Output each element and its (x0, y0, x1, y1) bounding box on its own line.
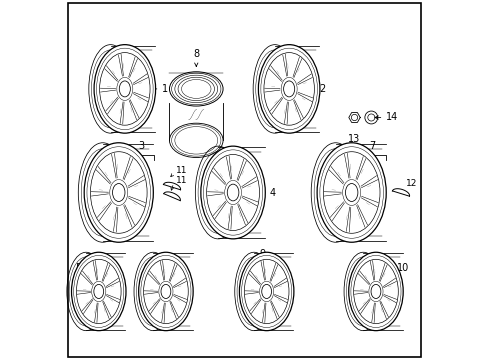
Text: 9: 9 (259, 249, 264, 259)
Ellipse shape (94, 45, 155, 133)
Text: 6: 6 (143, 262, 149, 273)
Ellipse shape (119, 81, 130, 97)
Text: 13: 13 (347, 134, 360, 144)
Ellipse shape (94, 284, 103, 298)
Ellipse shape (139, 252, 193, 330)
Ellipse shape (345, 184, 357, 202)
Text: 3: 3 (138, 141, 144, 151)
Ellipse shape (112, 184, 125, 202)
Ellipse shape (227, 184, 238, 201)
Text: 1: 1 (150, 84, 168, 94)
Ellipse shape (258, 45, 319, 133)
Ellipse shape (71, 252, 126, 330)
Text: 8: 8 (193, 49, 199, 59)
Text: 4: 4 (257, 188, 275, 198)
Text: 7: 7 (368, 141, 375, 151)
Text: 2: 2 (307, 84, 325, 94)
Text: 14: 14 (374, 112, 398, 122)
Text: 10: 10 (397, 262, 409, 273)
Ellipse shape (370, 284, 380, 298)
Ellipse shape (316, 143, 386, 242)
Text: 11: 11 (175, 166, 187, 175)
Ellipse shape (161, 284, 170, 298)
Text: 12: 12 (406, 179, 417, 188)
Ellipse shape (283, 81, 294, 97)
Text: 11: 11 (175, 176, 187, 185)
Text: 5: 5 (75, 262, 81, 273)
Ellipse shape (261, 284, 271, 298)
Ellipse shape (348, 252, 403, 330)
Ellipse shape (239, 252, 293, 330)
Ellipse shape (201, 146, 265, 239)
Ellipse shape (84, 143, 153, 242)
